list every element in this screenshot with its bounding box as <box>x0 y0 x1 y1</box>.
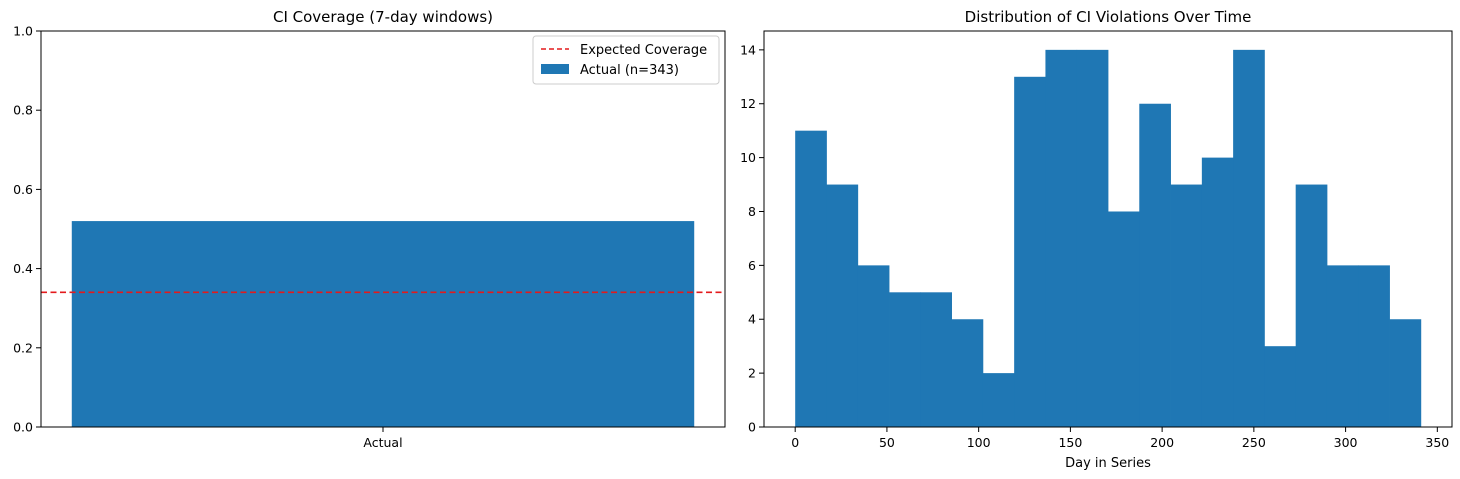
histogram-bar <box>1045 49 1078 427</box>
histogram-bar <box>1358 265 1390 427</box>
x-tick-label: 100 <box>967 435 991 450</box>
y-tick-label: 0.8 <box>13 103 33 118</box>
histogram-bar <box>1326 265 1359 427</box>
histogram-bar <box>1201 157 1234 427</box>
coverage-bars <box>71 221 695 427</box>
y-tick-label: 1.0 <box>13 24 33 39</box>
x-tick-label: Actual <box>363 435 402 450</box>
histogram-bar <box>1233 49 1265 427</box>
violations-bars <box>795 49 1422 428</box>
x-tick-label: 200 <box>1150 435 1174 450</box>
bar-actual <box>71 221 695 427</box>
histogram-bar <box>1108 211 1140 427</box>
y-tick-label: 0.4 <box>13 261 33 276</box>
x-tick-label: 250 <box>1242 435 1266 450</box>
histogram-bar <box>889 292 921 427</box>
y-tick-label: 12 <box>740 96 756 111</box>
histogram-bar <box>1014 76 1046 427</box>
y-tick-label: 0.6 <box>13 182 33 197</box>
histogram-bar <box>920 292 952 427</box>
histogram-bar <box>1295 184 1328 427</box>
coverage-x-axis: Actual <box>363 427 403 450</box>
violations-x-axis: 0 50 100 150 200 250 300 350 <box>791 427 1449 450</box>
histogram-bar <box>1264 346 1297 427</box>
coverage-chart: CI Coverage (7-day windows) 0.0 0.2 0.4 0.6… <box>13 8 726 450</box>
x-tick-label: 150 <box>1058 435 1082 450</box>
x-tick-label: 300 <box>1334 435 1358 450</box>
histogram-bar <box>1076 49 1109 427</box>
coverage-y-axis: 0.0 0.2 0.4 0.6 0.8 1.0 <box>13 24 41 435</box>
histogram-bar <box>1170 184 1203 427</box>
y-tick-label: 0 <box>748 420 756 435</box>
histogram-bar <box>795 130 827 427</box>
violations-y-axis: 0 2 4 6 8 10 12 14 <box>740 42 764 435</box>
coverage-chart-title: CI Coverage (7-day windows) <box>273 8 493 26</box>
y-tick-label: 0.0 <box>13 420 33 435</box>
violations-histogram: Distribution of CI Violations Over Time … <box>740 8 1453 471</box>
legend-label-expected: Expected Coverage <box>580 43 707 58</box>
histogram-bar <box>982 373 1015 427</box>
legend-swatch-actual <box>541 64 569 74</box>
histogram-bar <box>857 265 890 427</box>
y-tick-label: 14 <box>740 42 756 57</box>
violations-chart-title: Distribution of CI Violations Over Time <box>965 8 1252 26</box>
x-tick-label: 350 <box>1425 435 1449 450</box>
violations-plot-frame <box>763 30 1453 428</box>
coverage-legend: Expected Coverage Actual (n=343) <box>532 35 720 85</box>
y-tick-label: 4 <box>748 312 756 327</box>
y-tick-label: 10 <box>740 150 756 165</box>
histogram-bar <box>951 319 984 427</box>
x-tick-label: 0 <box>791 435 799 450</box>
legend-label-actual: Actual (n=343) <box>580 63 679 78</box>
x-tick-label: 50 <box>879 435 895 450</box>
violations-x-axis-label: Day in Series <box>1065 456 1151 471</box>
y-tick-label: 8 <box>748 204 756 219</box>
y-tick-label: 0.2 <box>13 340 33 355</box>
legend-box <box>532 35 720 85</box>
histogram-bar <box>1139 103 1171 428</box>
histogram-bar <box>826 184 859 427</box>
y-tick-label: 6 <box>748 258 756 273</box>
histogram-bar <box>1389 319 1422 427</box>
y-tick-label: 2 <box>748 366 756 381</box>
